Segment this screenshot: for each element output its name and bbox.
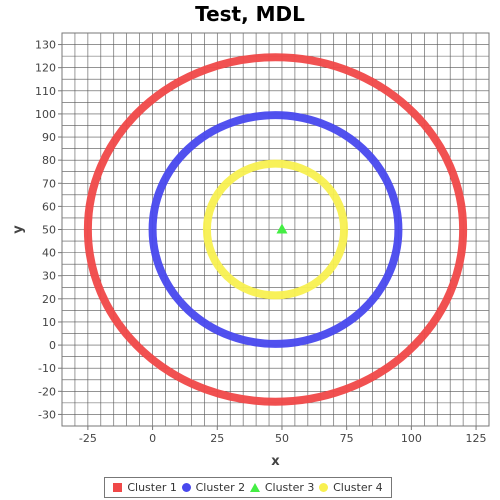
square-marker-icon (113, 483, 123, 492)
x-tick-label: 25 (210, 432, 224, 445)
x-tick-label: 125 (466, 432, 487, 445)
circle-marker-icon (319, 483, 329, 492)
y-tick-label: -20 (38, 385, 56, 398)
y-tick-label: 10 (42, 316, 56, 329)
y-tick-label: 20 (42, 293, 56, 306)
y-tick-label: 120 (35, 62, 56, 75)
legend-item-cluster-4: Cluster 4 (319, 481, 383, 494)
y-tick-label: 40 (42, 247, 56, 260)
y-tick-label: 130 (35, 39, 56, 52)
y-tick-label: 80 (42, 154, 56, 167)
cluster-4-points (202, 159, 349, 300)
y-tick-label: 50 (42, 224, 56, 237)
legend-label: Cluster 2 (195, 481, 246, 494)
y-tick-label: 70 (42, 177, 56, 190)
circle-marker-icon (181, 483, 191, 492)
y-tick-label: 30 (42, 270, 56, 283)
y-axis-label: y (11, 225, 26, 234)
cluster-1-points (83, 53, 468, 406)
x-tick-label: 75 (340, 432, 354, 445)
y-tick-label: 100 (35, 108, 56, 121)
chart-title: Test, MDL (195, 2, 305, 26)
cluster-2-points (148, 111, 403, 348)
triangle-marker-icon (249, 483, 260, 492)
y-tick-label: 90 (42, 131, 56, 144)
legend-label: Cluster 4 (333, 481, 383, 494)
legend-item-cluster-1: Cluster 1 (113, 481, 177, 494)
x-axis-label: x (271, 454, 280, 469)
x-tick-label: 0 (149, 432, 156, 445)
y-tick-label: 110 (35, 85, 56, 98)
x-tick-label: 100 (401, 432, 422, 445)
y-tick-label: 60 (42, 200, 56, 213)
x-tick-label: -25 (79, 432, 97, 445)
cluster-3-points (276, 223, 288, 234)
y-tick-label: -30 (38, 408, 56, 421)
legend: Cluster 1 Cluster 2 Cluster 3 Cluster 4 (104, 477, 392, 498)
legend-label: Cluster 1 (127, 481, 177, 494)
y-tick-label: -10 (38, 362, 56, 375)
legend-item-cluster-3: Cluster 3 (249, 481, 315, 494)
x-tick-label: 50 (275, 432, 289, 445)
legend-label: Cluster 3 (264, 481, 315, 494)
legend-item-cluster-2: Cluster 2 (181, 481, 246, 494)
y-tick-label: 0 (49, 339, 56, 352)
